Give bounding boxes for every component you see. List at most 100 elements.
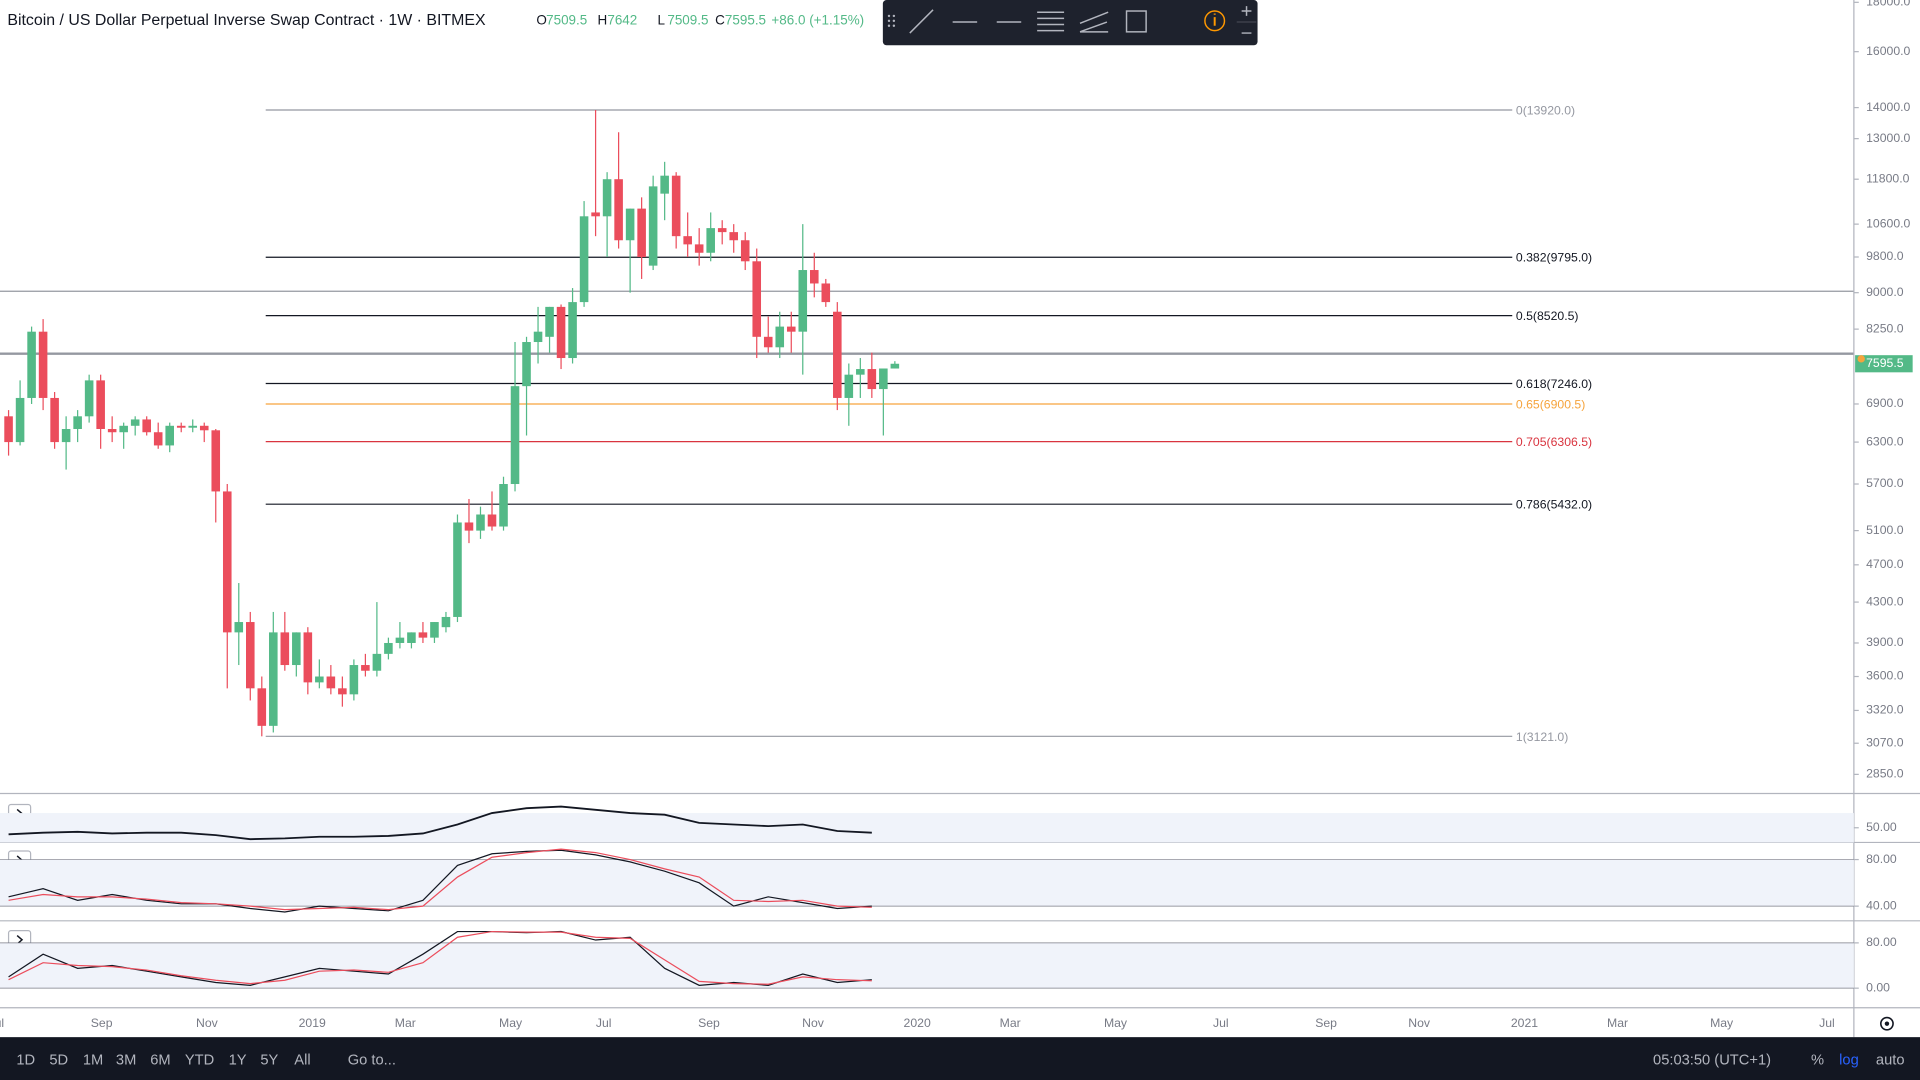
y-tick-label: 10600.0 bbox=[1866, 216, 1910, 230]
range-button[interactable]: 1D bbox=[16, 1052, 35, 1068]
y-tick-label: 6900.0 bbox=[1866, 396, 1904, 410]
ohlc-value: 7509.5 bbox=[546, 12, 587, 27]
candle-body bbox=[706, 228, 715, 253]
auto-toggle[interactable]: auto bbox=[1876, 1052, 1905, 1068]
log-toggle[interactable]: log bbox=[1839, 1052, 1859, 1068]
range-button[interactable]: 1M bbox=[83, 1052, 103, 1068]
drag-handle[interactable] bbox=[887, 14, 896, 27]
drawing-toolbar bbox=[882, 0, 1258, 46]
trend-line-tool[interactable] bbox=[909, 9, 934, 34]
candle-body bbox=[384, 642, 393, 654]
zoom-buttons[interactable] bbox=[1241, 6, 1252, 34]
fib-level-label: 1(3121.0) bbox=[1516, 730, 1568, 744]
fib-tool[interactable] bbox=[1037, 11, 1065, 32]
candle-body bbox=[441, 616, 451, 628]
candle-body bbox=[752, 261, 762, 337]
candle-body bbox=[476, 514, 485, 531]
y-tick-label: 3900.0 bbox=[1866, 635, 1904, 649]
candle-body bbox=[349, 665, 359, 695]
candle-body bbox=[890, 363, 900, 369]
fib-level-label: 0.705(6306.5) bbox=[1516, 435, 1592, 449]
x-tick-label: Jul bbox=[596, 1016, 612, 1030]
y-tick-label: 3600.0 bbox=[1866, 669, 1904, 683]
candle-body bbox=[188, 425, 198, 428]
main-pane: 0(13920.0) 0.382(9795.0) 0.5(8520.5) 0.618(… bbox=[0, 103, 1854, 744]
x-tick-label: 2021 bbox=[1511, 1016, 1538, 1030]
y-tick-label: 18000.0 bbox=[1866, 0, 1910, 9]
range-button[interactable]: All bbox=[294, 1052, 310, 1068]
fib-extension-tool[interactable] bbox=[1079, 11, 1109, 33]
candle-body bbox=[648, 186, 658, 266]
range-button[interactable]: 5Y bbox=[260, 1052, 278, 1068]
rectangle-tool[interactable] bbox=[1125, 10, 1147, 33]
candle-body bbox=[395, 637, 405, 643]
candle-body bbox=[844, 374, 854, 398]
range-button[interactable]: YTD bbox=[185, 1052, 214, 1068]
settings-button[interactable] bbox=[1880, 1016, 1894, 1031]
candle-body bbox=[810, 270, 819, 284]
candle-body bbox=[510, 386, 520, 485]
y-tick-label: 3070.0 bbox=[1866, 735, 1904, 749]
candle-body bbox=[142, 419, 151, 433]
candle-body bbox=[740, 240, 750, 262]
goto-button[interactable]: Go to... bbox=[348, 1052, 396, 1068]
candle-body bbox=[326, 676, 336, 689]
y-tick-label: 5700.0 bbox=[1866, 476, 1904, 490]
y-tick-label: 4700.0 bbox=[1866, 557, 1904, 571]
candle-body bbox=[775, 326, 785, 348]
gear-center bbox=[1884, 1021, 1890, 1026]
x-tick-label: Jul bbox=[1213, 1016, 1229, 1030]
candle-body bbox=[867, 369, 877, 390]
indicator-line bbox=[8, 848, 872, 911]
candle-body bbox=[407, 632, 416, 643]
candle-body bbox=[130, 419, 140, 426]
ohlc-value: 7595.5 bbox=[725, 12, 766, 27]
indicator-line bbox=[8, 805, 872, 841]
gear-icon bbox=[1880, 1016, 1894, 1031]
range-button[interactable]: 5D bbox=[49, 1052, 68, 1068]
indicator-line bbox=[8, 930, 872, 985]
last-price-label: 7595.5 bbox=[1866, 356, 1904, 370]
candle-body bbox=[545, 306, 554, 337]
indicator-line bbox=[8, 849, 872, 913]
x-tick-label: Jul bbox=[1819, 1016, 1835, 1030]
fib-level-label: 0.786(5432.0) bbox=[1516, 498, 1592, 512]
fib-level-label: 0.618(7246.0) bbox=[1516, 377, 1592, 391]
range-button[interactable]: 1Y bbox=[229, 1052, 247, 1068]
candle-body bbox=[579, 216, 589, 303]
clock: 05:03:50 (UTC+1) bbox=[1653, 1052, 1771, 1068]
bottom-toolbar bbox=[0, 1037, 1920, 1080]
x-tick-label: Nov bbox=[196, 1016, 219, 1030]
x-tick-label: Mar bbox=[1607, 1016, 1628, 1030]
x-tick-label: Mar bbox=[1000, 1016, 1021, 1030]
x-tick-label: Jul bbox=[0, 1016, 4, 1030]
x-tick-label: May bbox=[1710, 1016, 1734, 1030]
price-change: +86.0 (+1.15%) bbox=[771, 12, 864, 27]
candle-body bbox=[694, 244, 704, 253]
candle-body bbox=[211, 430, 221, 492]
x-tick-label: Sep bbox=[698, 1016, 720, 1030]
y-tick-label: 16000.0 bbox=[1866, 44, 1910, 58]
y-tick-label: 13000.0 bbox=[1866, 131, 1910, 145]
range-button[interactable]: 6M bbox=[150, 1052, 170, 1068]
candle-body bbox=[499, 484, 508, 527]
candle-body bbox=[199, 425, 209, 431]
info-button[interactable] bbox=[1204, 10, 1226, 32]
last-price-tag bbox=[1855, 355, 1913, 373]
ohlc-label: H bbox=[598, 12, 608, 27]
last-price-marker bbox=[1857, 355, 1865, 363]
candle-body bbox=[73, 416, 82, 429]
candle-body bbox=[821, 283, 831, 303]
range-button[interactable]: 3M bbox=[116, 1052, 136, 1068]
percent-toggle[interactable]: % bbox=[1811, 1052, 1824, 1068]
y-tick-label: 3320.0 bbox=[1866, 703, 1904, 717]
candle-body bbox=[222, 491, 232, 633]
candle-body bbox=[556, 306, 566, 359]
ohlc-label: C bbox=[715, 12, 725, 27]
y-tick-label: 11800.0 bbox=[1866, 171, 1910, 185]
candle-body bbox=[591, 212, 600, 217]
candle-body bbox=[165, 425, 174, 446]
